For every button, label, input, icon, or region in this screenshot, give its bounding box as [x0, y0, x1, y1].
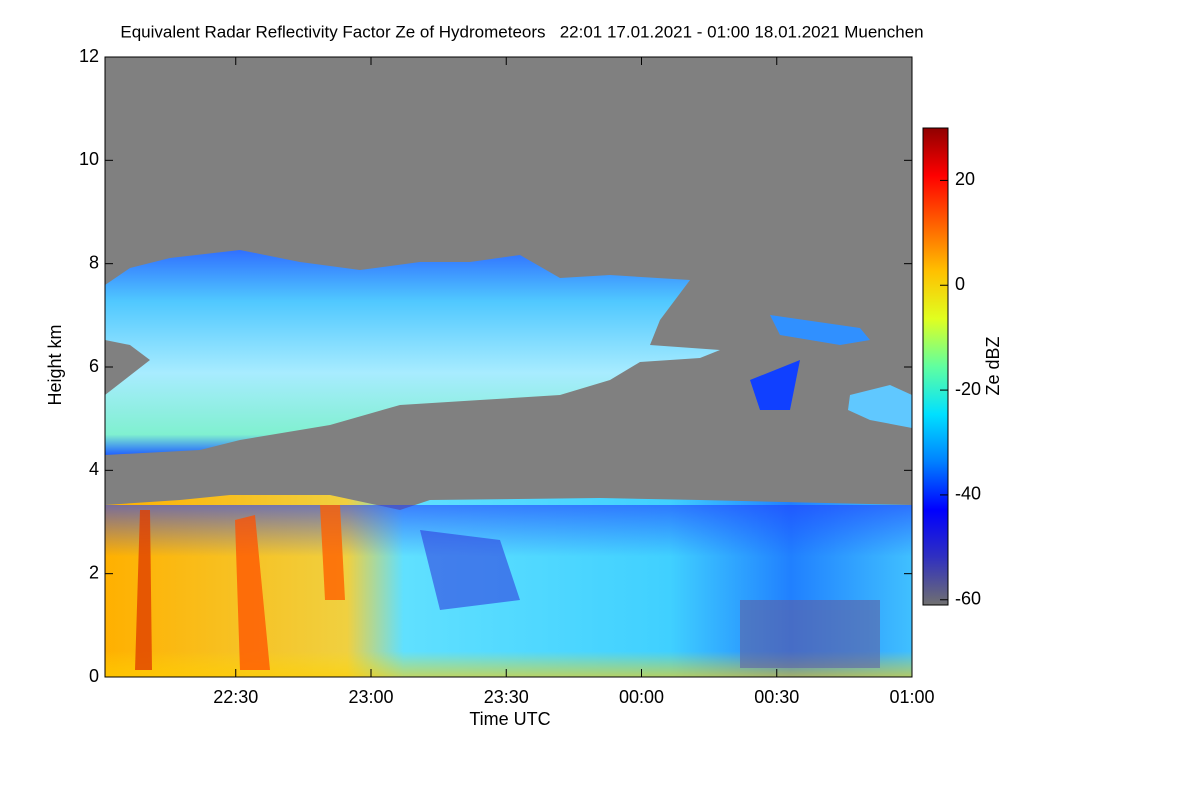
- x-tick-label: 22:30: [213, 687, 258, 707]
- colorbar-tick-label: -40: [955, 484, 981, 504]
- colorbar-tick-label: 0: [955, 274, 965, 294]
- colorbar: [922, 127, 949, 606]
- y-axis-label: Height km: [45, 324, 65, 405]
- x-tick-label: 00:00: [619, 687, 664, 707]
- colorbar-tick-label: -20: [955, 379, 981, 399]
- x-tick-label: 23:00: [348, 687, 393, 707]
- y-tick-label: 2: [89, 562, 99, 582]
- colorbar-label: Ze dBZ: [983, 336, 1003, 395]
- colorbar-tick-label: -60: [955, 589, 981, 609]
- y-tick-label: 0: [89, 666, 99, 686]
- colorbar-tick-label: 20: [955, 169, 975, 189]
- x-tick-label: 01:00: [889, 687, 934, 707]
- y-tick-label: 12: [79, 46, 99, 66]
- x-tick-label: 00:30: [754, 687, 799, 707]
- x-axis-label: Time UTC: [469, 709, 550, 729]
- y-tick-label: 10: [79, 149, 99, 169]
- y-tick-label: 6: [89, 356, 99, 376]
- y-tick-label: 8: [89, 252, 99, 272]
- y-tick-label: 4: [89, 459, 99, 479]
- x-tick-label: 23:30: [484, 687, 529, 707]
- radar-echo: [105, 250, 912, 677]
- chart-title: Equivalent Radar Reflectivity Factor Ze …: [120, 22, 923, 41]
